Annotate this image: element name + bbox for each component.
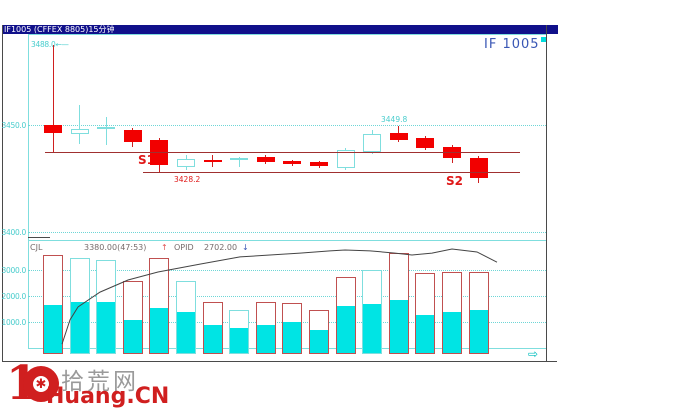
window-title: IF1005 (CFFEX 8805)15分钟 (4, 25, 115, 34)
volume-bar-fill (256, 325, 275, 353)
volume-bar-fill (44, 305, 62, 353)
trend-line (143, 171, 520, 173)
candle-body (44, 124, 62, 134)
volume-bar-fill (336, 305, 355, 353)
candle-wick (79, 104, 81, 144)
price-tick-3450: 3450.0 (1, 121, 27, 130)
volume-bar-fill (363, 303, 382, 353)
price-tick-3400: 3400.0 (1, 228, 27, 237)
opid-polyline (61, 248, 498, 345)
window-border-left (2, 25, 3, 362)
volume-tick-2000: 2000.0 (1, 292, 27, 301)
candle-body (416, 137, 435, 148)
candle-body (230, 157, 249, 161)
gridline-3400 (28, 232, 546, 233)
opid-value: 2702.00 (204, 243, 238, 252)
chart-corner-marker (541, 37, 546, 42)
volume-tick-3000: 3000.0 (1, 266, 27, 275)
candle-body (389, 133, 408, 141)
chart-right-border (546, 25, 547, 362)
volume-bar-fill (203, 325, 222, 353)
chart-left-border (28, 34, 29, 348)
axis-tick-3400 (28, 237, 50, 238)
candle-wick (52, 44, 54, 152)
volume-bar-fill (310, 330, 328, 353)
volume-bar-fill (469, 310, 488, 353)
watermark: 1 ✱ 拾荒网 Huang.CN (4, 360, 204, 410)
session-high-marker: 3488.0←— (31, 40, 69, 49)
volume-bar-fill (97, 302, 116, 353)
gridline-3450 (28, 125, 546, 126)
volume-bar-fill (389, 300, 408, 353)
gridline-2000 (28, 296, 546, 297)
volume-bar-fill (283, 322, 302, 353)
volume-tick-1000: 1000.0 (1, 318, 27, 327)
pane-separator (28, 240, 546, 241)
gear-star-icon: ✱ (35, 376, 47, 392)
volume-bar-fill (150, 308, 169, 353)
volume-bar-fill (123, 319, 142, 353)
gridline-3000 (28, 270, 546, 271)
candle-body (283, 160, 302, 164)
scroll-right-button[interactable]: ⇨ (528, 347, 539, 361)
volume-bar-fill (70, 302, 89, 353)
candle-body (177, 159, 195, 168)
watermark-logo-gear-icon: ✱ (23, 366, 59, 402)
trend-line (45, 151, 520, 153)
indicator-label: CJL (30, 243, 43, 252)
volume-bar-fill (230, 327, 249, 353)
swing-high-label: 3449.8 (381, 115, 408, 124)
candle-wick (238, 157, 240, 168)
candle-body (123, 130, 142, 142)
volume-bar-fill (443, 311, 461, 353)
signal-s2-label: S2 (446, 174, 463, 188)
watermark-site-name-cn: 拾荒网 (61, 369, 139, 395)
candle-body (363, 133, 382, 152)
opid-label: OPID (174, 243, 194, 252)
support-price-label: 3428.2 (174, 175, 201, 184)
chart-top-border (28, 34, 546, 35)
volume-value: 3380.00(47:53) (84, 243, 147, 252)
contract-label: IF 1005 (484, 37, 540, 52)
volume-bar-fill (416, 314, 435, 353)
candle-wick (105, 117, 107, 145)
window-border-bottom (2, 361, 557, 362)
candle-body (97, 126, 116, 129)
candle-body (310, 161, 328, 167)
volume-up-arrow-icon: ↑ (161, 243, 168, 252)
candle-body (203, 160, 222, 162)
candle-body (256, 157, 275, 162)
window-title-bar: IF1005 (CFFEX 8805)15分钟 (2, 25, 558, 34)
candle-body (336, 150, 355, 168)
open-interest-line (61, 248, 498, 345)
candle-body (70, 129, 89, 134)
watermark-site-name-en: Huang.CN (46, 384, 170, 409)
opid-down-arrow-icon: ↓ (242, 243, 249, 252)
volume-bar-fill (177, 311, 195, 353)
